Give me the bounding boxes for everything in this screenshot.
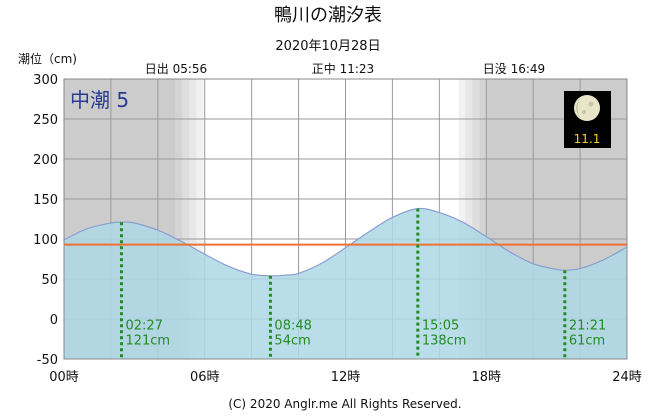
dusk-twilight-band [458,79,466,359]
extreme-level-label: 61cm [569,334,605,349]
dusk-twilight-band [479,79,487,359]
x-tick-label: 18時 [471,370,501,385]
dawn-twilight-band [189,79,197,359]
tide-type-label: 中潮 5 [70,88,129,112]
extreme-time-label: 08:48 [274,318,311,333]
dawn-twilight-band [182,79,190,359]
moon-phase-badge: 11.1 [564,91,611,148]
moon-icon [574,95,600,121]
y-tick-label: 100 [33,233,58,248]
x-tick-label: 00時 [49,370,79,385]
x-tick-label: 24時 [612,370,642,385]
y-tick-label: 250 [33,113,58,128]
tide-area [63,207,628,359]
footer-copyright: (C) 2020 Anglr.me All Rights Reserved. [228,397,461,411]
extreme-time-label: 02:27 [125,318,162,333]
y-tick-label: 0 [50,313,58,328]
x-tick-label: 06時 [190,370,220,385]
y-tick-label: 150 [33,193,58,208]
extreme-time-label: 15:05 [422,318,459,333]
tide-curve-line [63,207,628,277]
extreme-level-label: 121cm [125,334,170,349]
tide-area-fill [64,208,627,359]
chart-date: 2020年10月28日 [275,39,380,54]
y-tick-label: -50 [37,353,58,368]
extreme-level-label: 138cm [422,334,467,349]
dawn-twilight-band [175,79,183,359]
extreme-time-label: 21:21 [569,318,606,333]
moon-age: 11.1 [574,132,601,146]
y-tick-label: 50 [41,273,58,288]
dusk-twilight-band [472,79,480,359]
y-tick-label: 200 [33,153,58,168]
sunset-label: 日没 16:49 [483,61,545,76]
plot-frame [63,78,628,360]
dusk-twilight-band [465,79,473,359]
extreme-level-label: 54cm [274,334,310,349]
chart-title: 鴨川の潮汐表 [274,5,382,26]
y-axis-label: 潮位（cm) [18,51,77,66]
y-tick-label: 300 [33,73,58,88]
noon-label: 正中 11:23 [312,61,374,76]
dawn-twilight-band [196,79,204,359]
axis-labels: -50 0 50 100 150 200 250 300 00時 06時 12時 18時 24時 [33,73,642,385]
sunrise-label: 日出 05:56 [145,62,207,76]
x-tick-label: 12時 [331,370,361,385]
